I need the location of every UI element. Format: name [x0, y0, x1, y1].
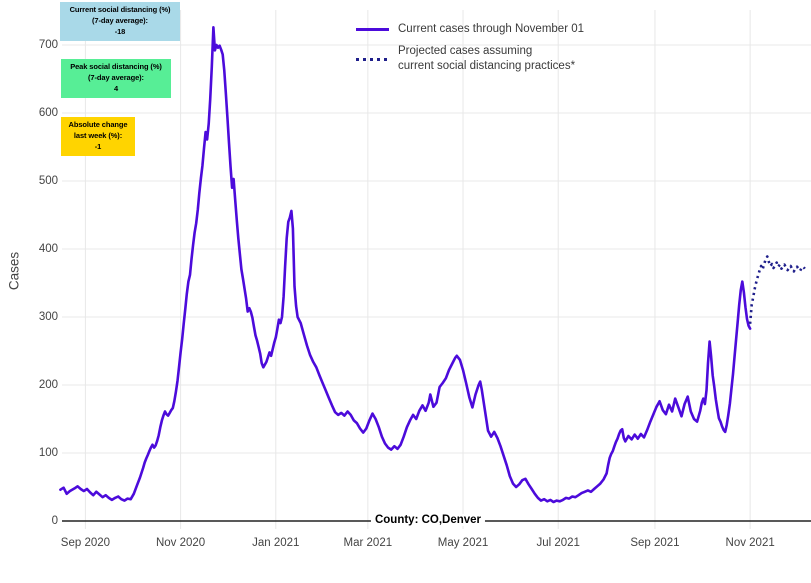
- x-tick-label: May 2021: [437, 537, 489, 549]
- legend-label: Current cases through November 01: [398, 23, 585, 35]
- info-box-value: 4: [113, 83, 119, 93]
- solid-line-swatch: [356, 28, 389, 32]
- legend: Current cases through November 01 Projec…: [356, 22, 584, 81]
- x-tick-label: Sep 2021: [630, 537, 680, 549]
- info-box-absolute-change: Absolute change last week (%): -1: [61, 117, 135, 156]
- info-box-line: last week (%):: [73, 130, 123, 140]
- y-tick-label: 200: [38, 379, 58, 391]
- y-tick-label: 300: [38, 311, 58, 323]
- dotted-line-swatch: [356, 57, 389, 61]
- info-box-line: Peak social distancing (%): [70, 62, 162, 71]
- info-box-peak-social-distancing: Peak social distancing (%) (7-day averag…: [61, 59, 171, 98]
- y-tick-label: 600: [38, 107, 58, 119]
- info-box-line: (7-day average):: [92, 15, 148, 25]
- y-tick-label: 0: [51, 515, 58, 527]
- y-tick-label: 400: [38, 243, 58, 255]
- y-tick-label: 700: [38, 39, 58, 51]
- info-box-line: (7-day average):: [88, 72, 144, 82]
- info-box-line: Absolute change: [68, 120, 128, 129]
- y-tick-label: 100: [38, 447, 58, 459]
- x-tick-label: Jul 2021: [536, 537, 580, 549]
- x-tick-label: Jan 2021: [252, 537, 300, 549]
- info-box-value: -1: [94, 141, 102, 151]
- y-axis-title: Cases: [6, 251, 22, 291]
- legend-label-line1: Projected cases assuming: [398, 44, 533, 57]
- x-tick-label: Nov 2021: [725, 537, 775, 549]
- x-tick-label: Mar 2021: [343, 537, 393, 549]
- legend-item-current-cases[interactable]: Current cases through November 01: [356, 22, 584, 38]
- legend-item-projected-cases[interactable]: Projected cases assuming current social …: [356, 44, 584, 75]
- y-tick-label: 500: [38, 175, 58, 187]
- legend-label-line2: current social distancing practices*: [398, 60, 576, 73]
- x-tick-label: Sep 2020: [60, 537, 111, 549]
- info-box-value: -18: [114, 26, 126, 36]
- x-axis-title: County: CO,Denver: [370, 514, 486, 526]
- x-tick-label: Nov 2020: [155, 537, 206, 549]
- info-box-line: Current social distancing (%): [69, 5, 171, 14]
- info-box-current-social-distancing: Current social distancing (%) (7-day ave…: [60, 2, 180, 41]
